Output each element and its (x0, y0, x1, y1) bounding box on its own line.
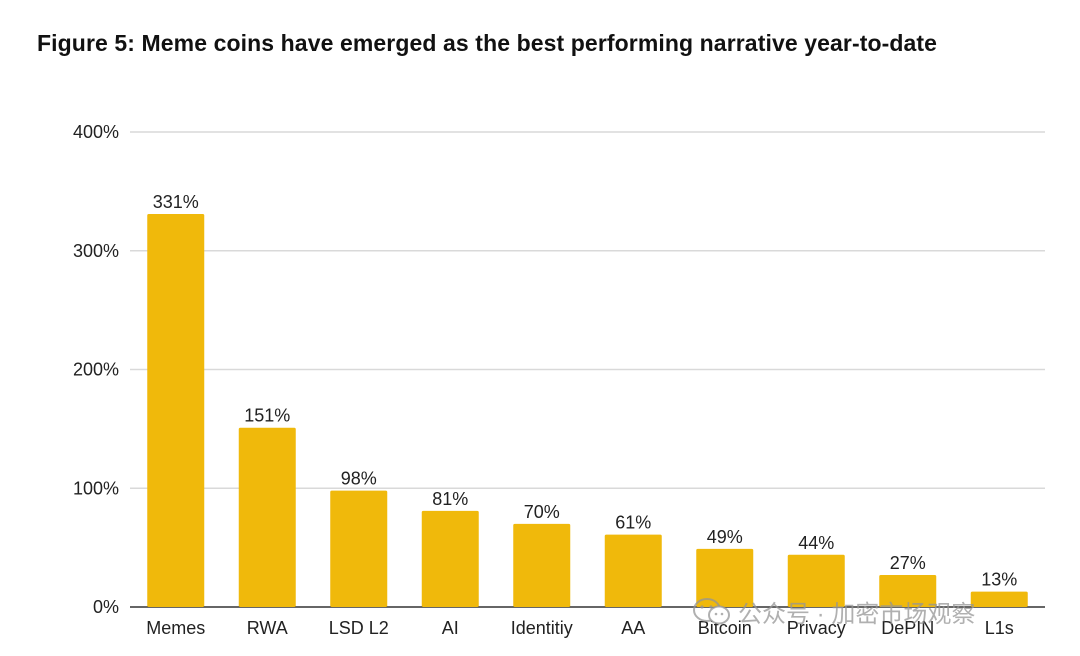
bar (513, 523, 571, 607)
x-tick-label: LSD L2 (329, 618, 389, 638)
x-tick-label: Privacy (787, 618, 846, 638)
data-label: 61% (615, 513, 651, 533)
x-tick-label: L1s (985, 618, 1014, 638)
data-label: 98% (341, 469, 377, 489)
x-tick-label: AA (621, 618, 645, 638)
bar (147, 213, 205, 607)
chart-title: Figure 5: Meme coins have emerged as the… (37, 30, 938, 56)
y-axis-ticks: 0% 100% 200% 300% 400% (73, 122, 119, 617)
x-tick-label: Bitcoin (698, 618, 752, 638)
bar (879, 574, 937, 607)
y-tick-label: 100% (73, 478, 119, 498)
data-label: 331% (153, 192, 199, 212)
data-label: 13% (981, 570, 1017, 590)
bar (421, 510, 479, 607)
bar (604, 534, 662, 607)
data-label: 27% (890, 553, 926, 573)
x-tick-label: DePIN (881, 618, 934, 638)
bar (696, 548, 754, 607)
y-tick-label: 200% (73, 360, 119, 380)
data-label: 70% (524, 502, 560, 522)
watermark: 公众号 · 加密市场观察 (692, 594, 975, 629)
y-tick-label: 0% (93, 597, 119, 617)
x-tick-label: Memes (146, 618, 205, 638)
x-tick-label: Identitiy (511, 618, 573, 638)
data-label: 151% (244, 406, 290, 426)
x-tick-label: AI (442, 618, 459, 638)
bars (147, 213, 1028, 607)
data-label: 44% (798, 533, 834, 553)
x-tick-label: RWA (247, 618, 288, 638)
watermark-text: 公众号 · 加密市场观察 (738, 601, 976, 628)
y-tick-label: 400% (73, 122, 119, 142)
data-label: 81% (432, 489, 468, 509)
bar (970, 591, 1028, 607)
bar (238, 427, 296, 607)
bar (787, 554, 845, 607)
y-tick-label: 300% (73, 241, 119, 261)
data-label: 49% (707, 527, 743, 547)
x-axis-ticks: Memes RWA LSD L2 AI Identitiy AA Bitcoin Privac… (146, 618, 1014, 638)
wechat-icon (693, 597, 730, 624)
data-labels: 331% 151% 98% 81% 70% 61% 49% 44% 27% 13% (153, 192, 1018, 590)
bar (330, 490, 388, 607)
